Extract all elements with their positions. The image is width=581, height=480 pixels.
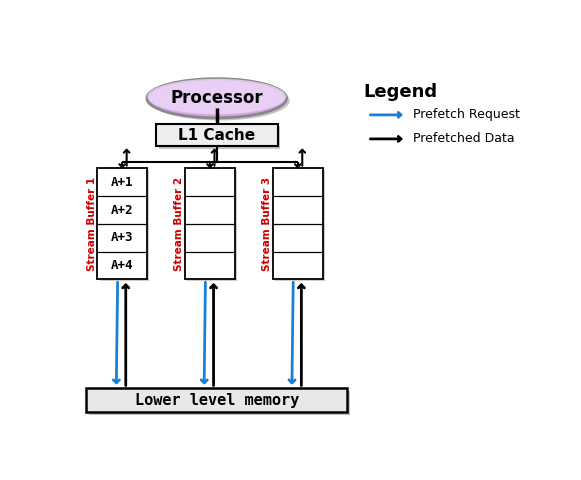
Text: Stream Buffer 3: Stream Buffer 3: [262, 177, 272, 271]
Text: Lower level memory: Lower level memory: [135, 393, 299, 408]
Bar: [273, 168, 322, 279]
Ellipse shape: [148, 79, 286, 114]
Text: A+4: A+4: [111, 259, 134, 272]
Bar: [156, 124, 278, 146]
Bar: [185, 168, 235, 279]
Bar: [159, 126, 280, 148]
Text: A+1: A+1: [111, 176, 134, 189]
Text: A+2: A+2: [111, 204, 134, 216]
Text: Stream Buffer 2: Stream Buffer 2: [174, 177, 184, 271]
Text: Legend: Legend: [363, 84, 437, 101]
Ellipse shape: [147, 79, 286, 118]
Bar: [89, 391, 350, 415]
Bar: [188, 170, 237, 281]
Text: Processor: Processor: [170, 89, 263, 107]
Bar: [86, 388, 347, 412]
Text: A+3: A+3: [111, 231, 134, 244]
Text: Prefetch Request: Prefetch Request: [413, 108, 519, 121]
Text: L1 Cache: L1 Cache: [178, 128, 255, 143]
Bar: [275, 170, 325, 281]
Text: Prefetched Data: Prefetched Data: [413, 132, 514, 145]
Bar: [100, 170, 149, 281]
Ellipse shape: [150, 81, 290, 120]
Text: Stream Buffer 1: Stream Buffer 1: [87, 177, 96, 271]
Bar: [98, 168, 147, 279]
